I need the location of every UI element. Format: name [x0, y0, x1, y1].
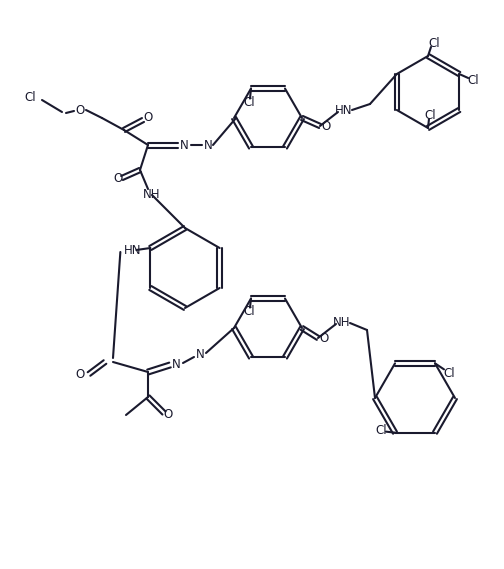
Text: O: O: [143, 110, 153, 123]
Text: N: N: [172, 358, 180, 372]
Text: Cl: Cl: [243, 96, 255, 109]
Text: NH: NH: [143, 188, 161, 200]
Text: N: N: [204, 138, 212, 151]
Text: HN: HN: [335, 104, 353, 117]
Text: O: O: [322, 119, 331, 133]
Text: N: N: [179, 138, 188, 151]
Text: O: O: [76, 369, 85, 381]
Text: Cl: Cl: [424, 109, 436, 122]
Text: N: N: [196, 348, 205, 361]
Text: Cl: Cl: [375, 424, 387, 437]
Text: Cl: Cl: [428, 36, 440, 50]
Text: O: O: [76, 104, 85, 117]
Text: Cl: Cl: [443, 367, 455, 380]
Text: HN: HN: [123, 244, 141, 257]
Text: O: O: [163, 409, 173, 422]
Text: NH: NH: [333, 316, 351, 329]
Text: O: O: [320, 332, 329, 344]
Text: Cl: Cl: [467, 73, 479, 86]
Text: Cl: Cl: [24, 90, 36, 104]
Text: Cl: Cl: [243, 305, 255, 318]
Text: O: O: [113, 171, 122, 184]
